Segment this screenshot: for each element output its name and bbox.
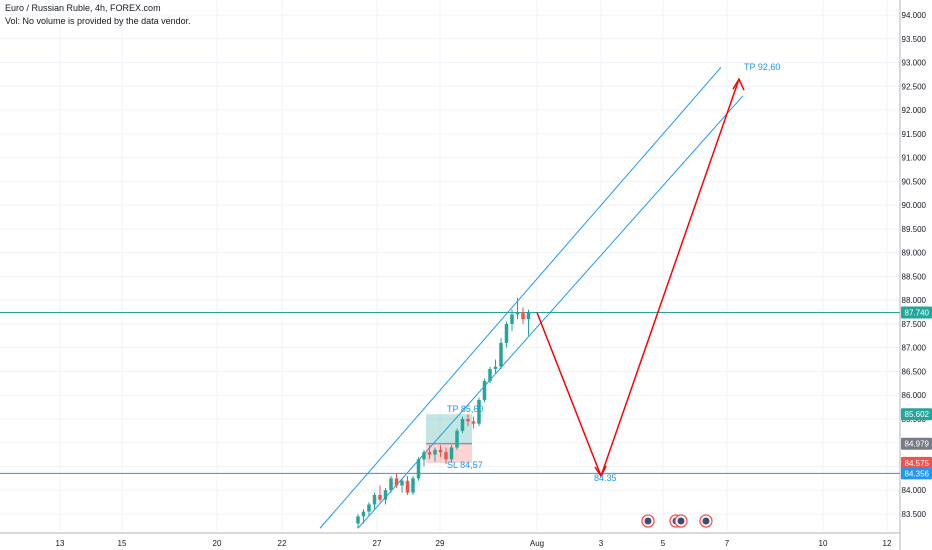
- candle-body[interactable]: [482, 380, 487, 400]
- candle-body[interactable]: [521, 312, 525, 320]
- candle-body[interactable]: [422, 452, 426, 460]
- arrowhead-up: [732, 77, 745, 91]
- x-tick-label: 10: [819, 539, 828, 548]
- x-tick-label: 13: [56, 539, 65, 548]
- candle-body[interactable]: [433, 449, 437, 455]
- candle-body[interactable]: [405, 480, 410, 493]
- candle-body[interactable]: [493, 366, 498, 370]
- price-badge[interactable]: [901, 437, 932, 450]
- x-tick-label: 7: [725, 539, 730, 548]
- y-tick-label: 87.500: [902, 320, 927, 329]
- candle-body[interactable]: [361, 511, 366, 517]
- x-tick-label: 3: [599, 539, 604, 548]
- chart-title: Euro / Russian Ruble, 4h, FOREX.com: [5, 3, 161, 13]
- candle-body[interactable]: [438, 449, 443, 453]
- channel-lower-line[interactable]: [357, 95, 744, 529]
- arrowhead-down: [594, 465, 607, 478]
- y-tick-label: 89.000: [902, 249, 927, 258]
- x-tick-label: 15: [118, 539, 127, 548]
- y-tick-label: 88.500: [902, 272, 927, 281]
- y-tick-label: 92.000: [902, 106, 927, 115]
- event-marker-dot-icon: [644, 517, 652, 525]
- x-tick-label: 29: [436, 539, 445, 548]
- price-badge-label: 84.356: [905, 469, 930, 478]
- stop-loss-zone[interactable]: [426, 443, 472, 463]
- candle-body[interactable]: [427, 452, 432, 455]
- y-tick-label: 89.500: [902, 225, 927, 234]
- candle-body[interactable]: [455, 430, 459, 448]
- price-badge[interactable]: [901, 467, 932, 480]
- price-badge-label: 87.740: [905, 308, 930, 317]
- x-tick-label: Aug: [530, 539, 544, 548]
- candle-body[interactable]: [471, 421, 476, 424]
- volume-note: Vol: No volume is provided by the data v…: [5, 16, 191, 26]
- candle-body[interactable]: [477, 399, 481, 424]
- y-tick-label: 86.000: [902, 391, 927, 400]
- y-tick-label: 86.500: [902, 367, 927, 376]
- candle-body[interactable]: [400, 480, 404, 486]
- y-tick-label: 83.500: [902, 510, 927, 519]
- candle-body[interactable]: [411, 478, 415, 493]
- x-tick-label: 20: [213, 539, 222, 548]
- candle-body[interactable]: [449, 447, 454, 460]
- price-badge-label: 85.602: [905, 410, 930, 419]
- y-tick-label: 90.000: [902, 201, 927, 210]
- y-tick-label: 90.500: [902, 177, 927, 186]
- candle-body[interactable]: [372, 494, 377, 505]
- candle-body[interactable]: [383, 490, 388, 500]
- price-badge[interactable]: [901, 456, 932, 469]
- price-badge-label: 84.979: [905, 440, 930, 449]
- candle-body[interactable]: [499, 342, 503, 367]
- candle-body[interactable]: [444, 452, 448, 460]
- candle-body[interactable]: [389, 478, 393, 491]
- candle-body[interactable]: [510, 314, 514, 324]
- chart-header: Euro / Russian Ruble, 4h, FOREX.com Vol:…: [5, 2, 191, 28]
- x-tick-label: 27: [373, 539, 382, 548]
- y-tick-label: 91.500: [902, 130, 927, 139]
- take-profit-zone[interactable]: [426, 414, 472, 444]
- y-tick-label: 92.500: [902, 82, 927, 91]
- candle-body[interactable]: [378, 494, 382, 500]
- tp-near-label: TP 85,60: [447, 404, 483, 414]
- price-badge[interactable]: [901, 408, 932, 421]
- tp-far-label: TP 92,60: [744, 62, 780, 72]
- event-marker-dot-icon: [677, 517, 685, 525]
- candle-body[interactable]: [515, 312, 520, 315]
- candle-body[interactable]: [460, 418, 465, 431]
- candle-body[interactable]: [367, 504, 371, 512]
- y-tick-label: 91.000: [902, 154, 927, 163]
- y-tick-label: 84.000: [902, 486, 927, 495]
- y-tick-label: 94.000: [902, 11, 927, 20]
- price-badge[interactable]: [901, 306, 932, 319]
- candle-body[interactable]: [356, 516, 360, 524]
- candle-body[interactable]: [466, 418, 470, 422]
- x-tick-label: 12: [883, 539, 892, 548]
- target-low-label: 84.35: [594, 473, 617, 483]
- candle-body[interactable]: [488, 369, 492, 381]
- sl-label: SL 84,57: [447, 460, 483, 470]
- candle-body[interactable]: [526, 312, 531, 320]
- y-tick-label: 93.000: [902, 59, 927, 68]
- x-tick-label: 22: [278, 539, 287, 548]
- candle-body[interactable]: [394, 478, 399, 486]
- event-marker-dot-icon: [702, 517, 710, 525]
- x-tick-label: 5: [661, 539, 666, 548]
- y-tick-label: 87.000: [902, 344, 927, 353]
- candle-body[interactable]: [504, 323, 509, 343]
- channel-upper-line[interactable]: [319, 66, 722, 529]
- price-badge-label: 84.575: [905, 459, 930, 468]
- y-tick-label: 88.000: [902, 296, 927, 305]
- candle-body[interactable]: [416, 459, 421, 479]
- y-tick-label: 93.500: [902, 35, 927, 44]
